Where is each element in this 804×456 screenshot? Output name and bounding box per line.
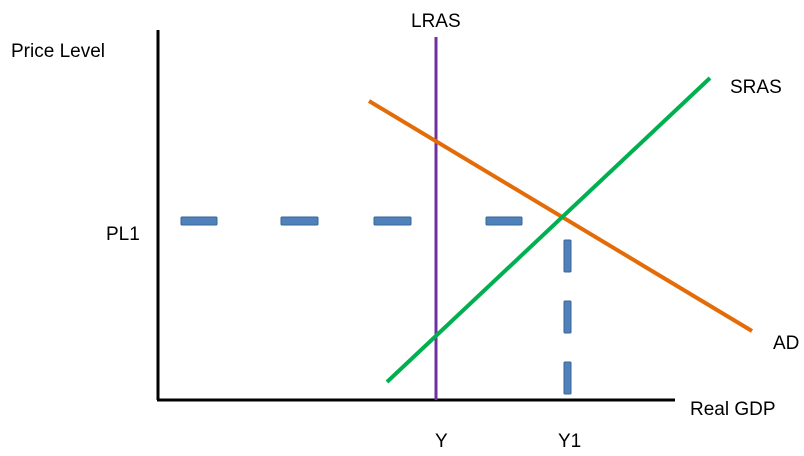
y1-dash bbox=[563, 361, 572, 395]
pl1-dash bbox=[373, 216, 412, 226]
y-axis-label: Price Level bbox=[11, 41, 105, 62]
ad-label: AD bbox=[773, 333, 799, 354]
pl1-guide-dashes bbox=[180, 216, 523, 226]
sras-label: SRAS bbox=[730, 77, 782, 98]
y1-dash bbox=[563, 239, 572, 273]
y1-dash bbox=[563, 300, 572, 334]
sras-curve bbox=[385, 76, 712, 384]
pl1-dash bbox=[180, 216, 218, 226]
x-axis-label: Real GDP bbox=[690, 399, 776, 420]
pl1-dash bbox=[485, 216, 523, 226]
y-label: Y bbox=[435, 431, 448, 452]
pl1-label: PL1 bbox=[106, 224, 140, 245]
y1-label: Y1 bbox=[558, 431, 581, 452]
y1-guide-dashes bbox=[563, 239, 572, 395]
lras-label: LRAS bbox=[411, 11, 461, 32]
pl1-dash bbox=[280, 216, 319, 226]
